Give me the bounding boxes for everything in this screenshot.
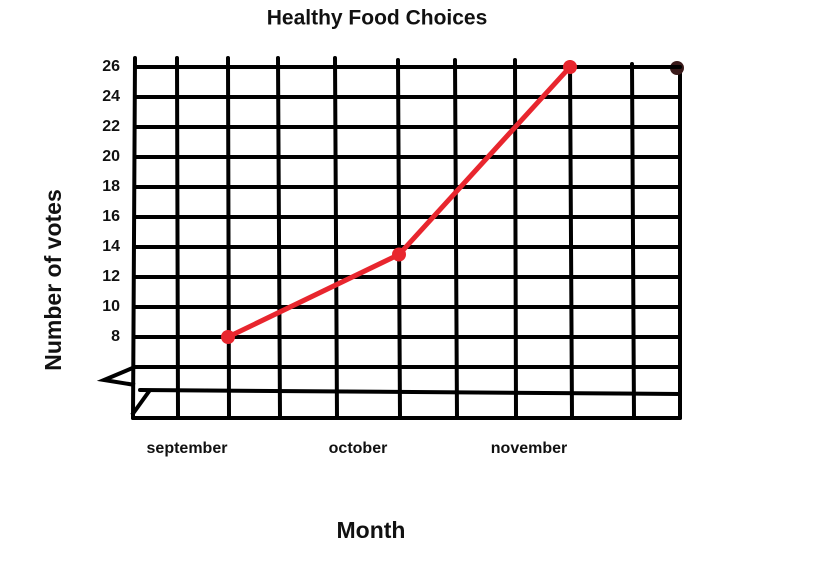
grid-line-vertical [276, 56, 282, 420]
chart-title: Healthy Food Choices [267, 7, 488, 30]
grid-line-extra [138, 388, 682, 396]
y-tick-label: 10 [102, 298, 120, 315]
x-tick-label: october [329, 440, 388, 457]
y-tick-label: 16 [102, 208, 120, 225]
vertical-grid [96, 56, 684, 420]
y-axis-label: Number of votes [40, 189, 66, 370]
grid-line-vertical [630, 62, 636, 420]
grid-line-vertical [175, 56, 180, 420]
grid-line-vertical [226, 56, 231, 420]
y-tick-label: 20 [102, 148, 120, 165]
y-tick-label: 18 [102, 178, 120, 195]
y-tick-label: 14 [102, 238, 120, 255]
grid-line-vertical [453, 58, 459, 420]
x-tick-label: november [491, 440, 567, 457]
grid-line-vertical [513, 58, 518, 420]
y-tick-label: 12 [102, 268, 120, 285]
point [392, 247, 406, 262]
y-tick-label: 8 [111, 328, 120, 345]
x-tick-label: september [147, 440, 228, 457]
axis-break [96, 365, 136, 387]
grid-line-vertical [333, 56, 339, 420]
x-axis-label: Month [337, 517, 406, 543]
grid-line-vertical [396, 58, 402, 420]
grid-line-vertical [131, 56, 137, 420]
y-tick-label: 26 [102, 58, 120, 75]
y-tick-label: 22 [102, 118, 120, 135]
axis-break [130, 388, 152, 417]
grid-line-vertical [568, 60, 574, 420]
point [221, 330, 235, 344]
point [563, 60, 577, 74]
y-tick-label: 24 [102, 88, 120, 105]
